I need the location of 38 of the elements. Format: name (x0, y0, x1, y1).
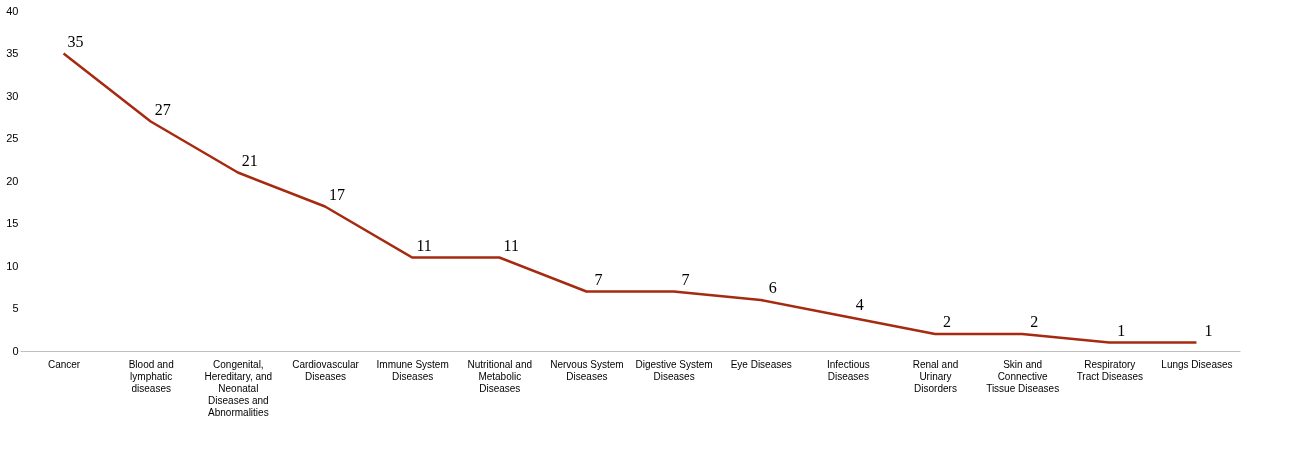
line-series (62, 52, 1198, 344)
y-tick-label: 25 (6, 132, 19, 144)
y-tick-label: 40 (6, 4, 19, 17)
y-tick-label: 15 (6, 217, 19, 229)
x-tick-label: Immune System Diseases (376, 358, 449, 382)
x-tick-label: Skin and Connective Tissue Diseases (986, 358, 1060, 394)
data-label: 7 (681, 270, 690, 288)
y-tick-label: 5 (12, 302, 19, 314)
x-tick-label: Lungs Diseases (1161, 358, 1233, 370)
x-tick-label: Eye Diseases (730, 358, 792, 370)
x-tick-label: Congenital, Hereditary, and Neonatal Diseases and Abnormalities (204, 358, 273, 418)
x-tick-label: Respiratory Tract Diseases (1076, 358, 1143, 382)
x-tick-label: Cancer (47, 358, 81, 370)
data-label: 6 (768, 279, 777, 296)
data-label: 2 (943, 313, 951, 330)
x-tick-label: Blood and lymphatic diseases (128, 358, 174, 394)
data-label: 1 (1204, 321, 1213, 339)
y-tick-label: 30 (6, 89, 19, 102)
x-tick-label: Nutritional and Metabolic Diseases (467, 358, 533, 394)
x-tick-label: Renal and Urinary Disorders (912, 358, 959, 394)
y-tick-label: 35 (6, 47, 19, 59)
y-tick-label: 20 (6, 174, 19, 187)
data-label: 27 (154, 100, 171, 118)
data-label: 7 (594, 270, 603, 288)
x-tick-label: Cardiovascular Diseases (292, 358, 360, 382)
x-tick-label: Digestive System Diseases (635, 358, 713, 382)
y-tick-label: 10 (6, 259, 19, 272)
data-label: 21 (241, 151, 258, 169)
x-tick-label: Nervous System Diseases (550, 358, 624, 382)
data-label: 11 (416, 236, 432, 254)
data-label: 4 (855, 296, 864, 313)
x-tick-label: Infectious Diseases (826, 358, 870, 382)
data-label: 35 (67, 32, 84, 50)
y-tick-label: 0 (12, 344, 19, 357)
data-label: 11 (503, 236, 519, 254)
data-label: 2 (1030, 313, 1039, 330)
data-label: 1 (1117, 321, 1126, 339)
data-label: 17 (329, 185, 345, 203)
